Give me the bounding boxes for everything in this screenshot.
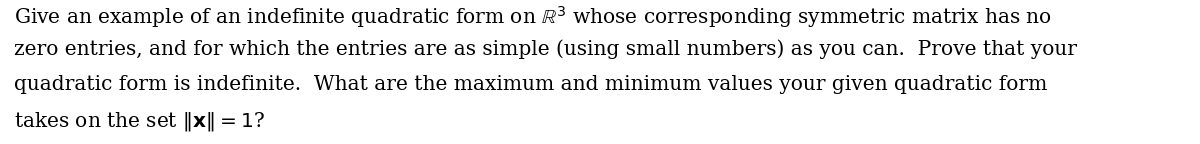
Text: takes on the set $\|\mathbf{x}\| = 1$?: takes on the set $\|\mathbf{x}\| = 1$?: [14, 110, 265, 133]
Text: Give an example of an indefinite quadratic form on $\mathbb{R}^3$ whose correspo: Give an example of an indefinite quadrat…: [14, 4, 1052, 30]
Text: quadratic form is indefinite.  What are the maximum and minimum values your give: quadratic form is indefinite. What are t…: [14, 75, 1048, 94]
Text: zero entries, and for which the entries are as simple (using small numbers) as y: zero entries, and for which the entries …: [14, 40, 1078, 59]
